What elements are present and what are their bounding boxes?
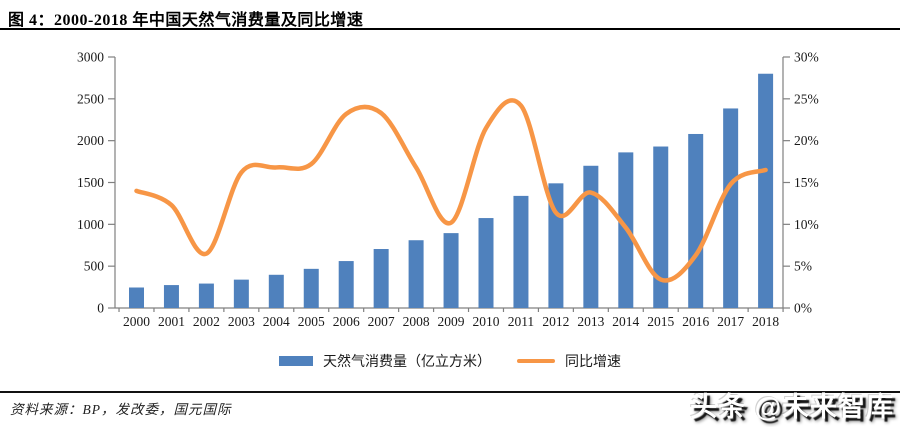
right-axis-tick-label: 5%: [794, 259, 812, 274]
left-axis-tick-label: 0: [97, 301, 104, 316]
x-axis-label: 2011: [508, 314, 535, 329]
x-axis-label: 2009: [438, 314, 465, 329]
left-axis-tick-label: 2000: [77, 133, 104, 148]
x-axis-label: 2002: [193, 314, 220, 329]
right-axis-tick-label: 10%: [794, 217, 819, 232]
x-axis-label: 2015: [647, 314, 674, 329]
bar-2001: [163, 285, 179, 308]
footer-rule: [0, 391, 900, 393]
bar-2007: [373, 249, 389, 308]
bar-2005: [303, 268, 319, 308]
x-axis-label: 2007: [368, 314, 395, 329]
x-axis-label: 2018: [752, 314, 779, 329]
x-axis-label: 2003: [228, 314, 255, 329]
bar-2008: [408, 240, 424, 308]
growth-rate-line: [134, 98, 768, 283]
x-axis-label: 2006: [333, 314, 360, 329]
legend-bar-label: 天然气消费量（亿立方米）: [323, 355, 491, 370]
chart-legend: 天然气消费量（亿立方米） 同比增速: [0, 349, 900, 373]
bar-2004: [268, 274, 284, 308]
right-axis-tick-label: 25%: [794, 91, 819, 106]
x-axis-label: 2001: [158, 314, 185, 329]
bar-2006: [338, 261, 354, 308]
x-axis-label: 2012: [542, 314, 569, 329]
source-note: 资料来源：BP，发改委，国元国际: [10, 402, 232, 417]
left-axis-tick-label: 3000: [77, 50, 104, 65]
left-axis-tick-label: 1500: [77, 175, 104, 190]
bar-2010: [478, 218, 494, 308]
legend-line-swatch: [517, 359, 555, 363]
caption-underline-rule: [0, 28, 900, 30]
bar-2003: [233, 279, 249, 308]
x-axis-label: 2000: [123, 314, 150, 329]
right-axis-tick-label: 15%: [794, 175, 819, 190]
x-axis-label: 2010: [473, 314, 500, 329]
bar-2011: [513, 195, 529, 308]
x-axis-label: 2004: [263, 314, 290, 329]
right-axis-tick-label: 0%: [794, 301, 812, 316]
bar-2009: [443, 233, 459, 308]
bar-2015: [653, 146, 669, 308]
legend-bar-swatch: [279, 356, 313, 366]
right-axis-tick-label: 20%: [794, 133, 819, 148]
bar-2016: [688, 133, 704, 308]
x-axis-label: 2008: [403, 314, 430, 329]
bar-2000: [129, 287, 144, 308]
x-axis-label: 2013: [577, 314, 604, 329]
bar-2018: [758, 73, 774, 308]
x-axis-label: 2014: [612, 314, 639, 329]
left-axis-tick-label: 2500: [77, 91, 104, 106]
x-axis-label: 2017: [717, 314, 744, 329]
x-axis-label: 2005: [298, 314, 325, 329]
watermark: 头条 @未来智库: [690, 392, 894, 422]
bar-2002: [198, 283, 214, 308]
bar-2017: [723, 108, 739, 308]
right-axis-tick-label: 30%: [794, 50, 819, 65]
left-axis-tick-label: 1000: [77, 217, 104, 232]
bar-2013: [583, 165, 599, 308]
figure-caption: 图 4：2000-2018 年中国天然气消费量及同比增速: [8, 12, 364, 29]
left-axis-tick-label: 500: [84, 259, 105, 274]
x-axis-label: 2016: [682, 314, 709, 329]
legend-line-label: 同比增速: [565, 355, 621, 370]
